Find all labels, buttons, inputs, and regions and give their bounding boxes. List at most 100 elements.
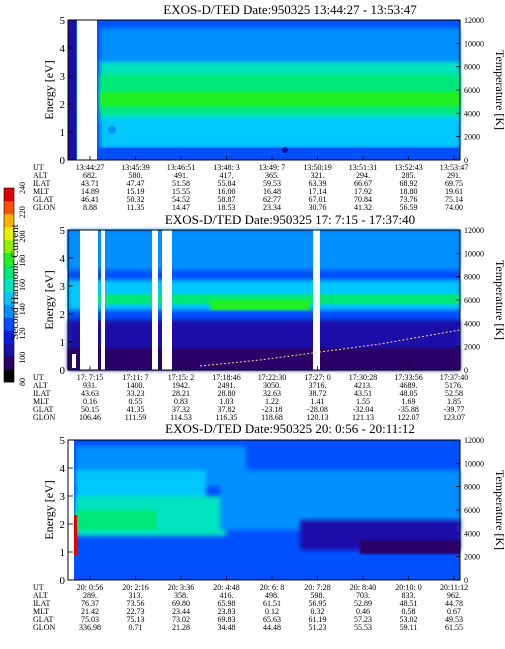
table-cell: 70.84 [354,195,372,204]
table-cell: 65.98 [218,599,236,608]
table-cell: 43.63 [81,389,99,398]
row-label: UT [33,163,44,172]
table-cell: 57.23 [354,615,372,624]
panel-3-y2ticks: 0 2000 4000 6000 8000 10000 12000 [456,436,484,585]
table-cell: 1400. [127,381,145,390]
panel-1: EXOS-D/TED Date:950325 13:44:27 - 13:53:… [33,2,505,212]
panel-1-table: UTALTILATMLTGLATGLON13:44:27682.43.7114.… [33,156,468,212]
table-cell: -39.77 [444,405,465,414]
data-gap [77,20,97,160]
data-gap [80,230,98,370]
table-cell: 69.83 [218,615,236,624]
table-cell: 289. [83,591,97,600]
table-cell: 1.41 [311,397,325,406]
table-cell: 15.19 [127,187,145,196]
table-cell: 69.80 [172,599,190,608]
table-cell: 0.58 [402,607,416,616]
heatmap-band [80,294,460,304]
table-cell: 37.32 [172,405,190,414]
table-cell: 52.89 [354,599,372,608]
table-cell: 16.00 [218,187,236,196]
colorbar-block [4,356,14,370]
row-label: ALT [33,381,48,390]
table-cell: 416. [220,591,234,600]
y2-tick-label: 8000 [464,483,480,492]
colorbar-block [4,330,14,344]
table-cell: 0.55 [129,397,143,406]
table-cell: 19.61 [445,187,463,196]
colorbar-tick-label: 80 [18,378,27,386]
y2-tick-label: 2000 [464,343,480,352]
table-cell: -32.04 [353,405,374,414]
table-cell: 73.02 [172,615,190,624]
table-cell: 28.80 [218,389,236,398]
table-cell: 73.56 [127,599,145,608]
table-cell: 122.07 [398,413,420,422]
table-cell: 55.84 [218,179,236,188]
colorbar-label: Second Harmonic Current [9,224,21,339]
row-label: MLT [33,607,49,616]
table-cell: 2491. [218,381,236,390]
table-cell: 321. [311,171,325,180]
y2-tick-label: 6000 [464,86,480,95]
row-label: GLON [33,623,55,632]
y-tick-label: 5 [60,435,66,447]
panel-1-y2ticks: 0 2000 4000 6000 8000 10000 12000 [456,16,484,165]
x-tick-label: 13:45:39 [121,163,149,172]
heatmap-spot [72,354,76,368]
y2-tick-label: 0 [464,576,468,585]
row-label: MLT [33,187,49,196]
table-cell: 285. [402,171,416,180]
table-cell: 106.46 [79,413,101,422]
row-label: ILAT [33,599,50,608]
table-cell: 8.88 [83,203,97,212]
table-cell: 66.67 [354,179,372,188]
colorbar-block [4,213,14,228]
table-cell: 33.23 [127,389,145,398]
table-cell: 44.78 [445,599,463,608]
table-cell: 16.48 [263,187,281,196]
x-tick-label: 20: 2:16 [122,583,148,592]
table-cell: 0.71 [129,623,143,632]
table-cell: 491. [174,171,188,180]
table-cell: 17.14 [309,187,327,196]
heatmap-band [100,148,460,160]
colorbar-tick-label: 140 [18,303,27,315]
table-cell: 18.80 [400,187,418,196]
table-cell: 61.51 [263,599,281,608]
colorbar-block [4,278,14,292]
panel-1-ylabel: Energy [eV] [42,60,56,119]
x-tick-label: 17:18:46 [212,373,240,382]
y2-tick-label: 0 [464,366,468,375]
x-tick-label: 17:22:30 [258,373,286,382]
panel-2-y2label: Temperature [K] [493,260,505,340]
table-cell: 703. [356,591,370,600]
row-label: UT [33,583,44,592]
x-tick-label: 20:10: 0 [395,583,421,592]
y-tick-label: 4 [60,253,66,265]
table-cell: 114.53 [170,413,192,422]
table-cell: 358. [174,591,188,600]
table-cell: 1.22 [265,397,279,406]
table-cell: 120.13 [307,413,329,422]
x-tick-label: 17:37:40 [440,373,468,382]
panel-3-title: EXOS-D/TED Date:950325 20: 0:56 - 20:11:… [165,421,415,436]
table-cell: 313. [129,591,143,600]
row-label: ALT [33,591,48,600]
table-cell: 75.13 [127,615,145,624]
panel-2-y2ticks: 0 2000 4000 6000 8000 10000 12000 [456,226,484,375]
x-tick-label: 13:49: 7 [259,163,285,172]
x-tick-label: 13:44:27 [76,163,104,172]
table-cell: 58.87 [218,195,236,204]
table-cell: 43.71 [81,179,99,188]
y-tick-label: 0 [60,365,66,377]
table-cell: 11.35 [127,203,145,212]
table-cell: 53.02 [400,615,418,624]
table-cell: 1.69 [402,397,416,406]
colorbar: 80 100 120 140 160 180 200 220 240 Second Harmon… [3,182,27,386]
colorbar-tick-label: 180 [18,255,27,267]
colorbar-blocks [3,187,15,383]
table-cell: 23.34 [263,203,281,212]
table-cell: 30.76 [309,203,327,212]
